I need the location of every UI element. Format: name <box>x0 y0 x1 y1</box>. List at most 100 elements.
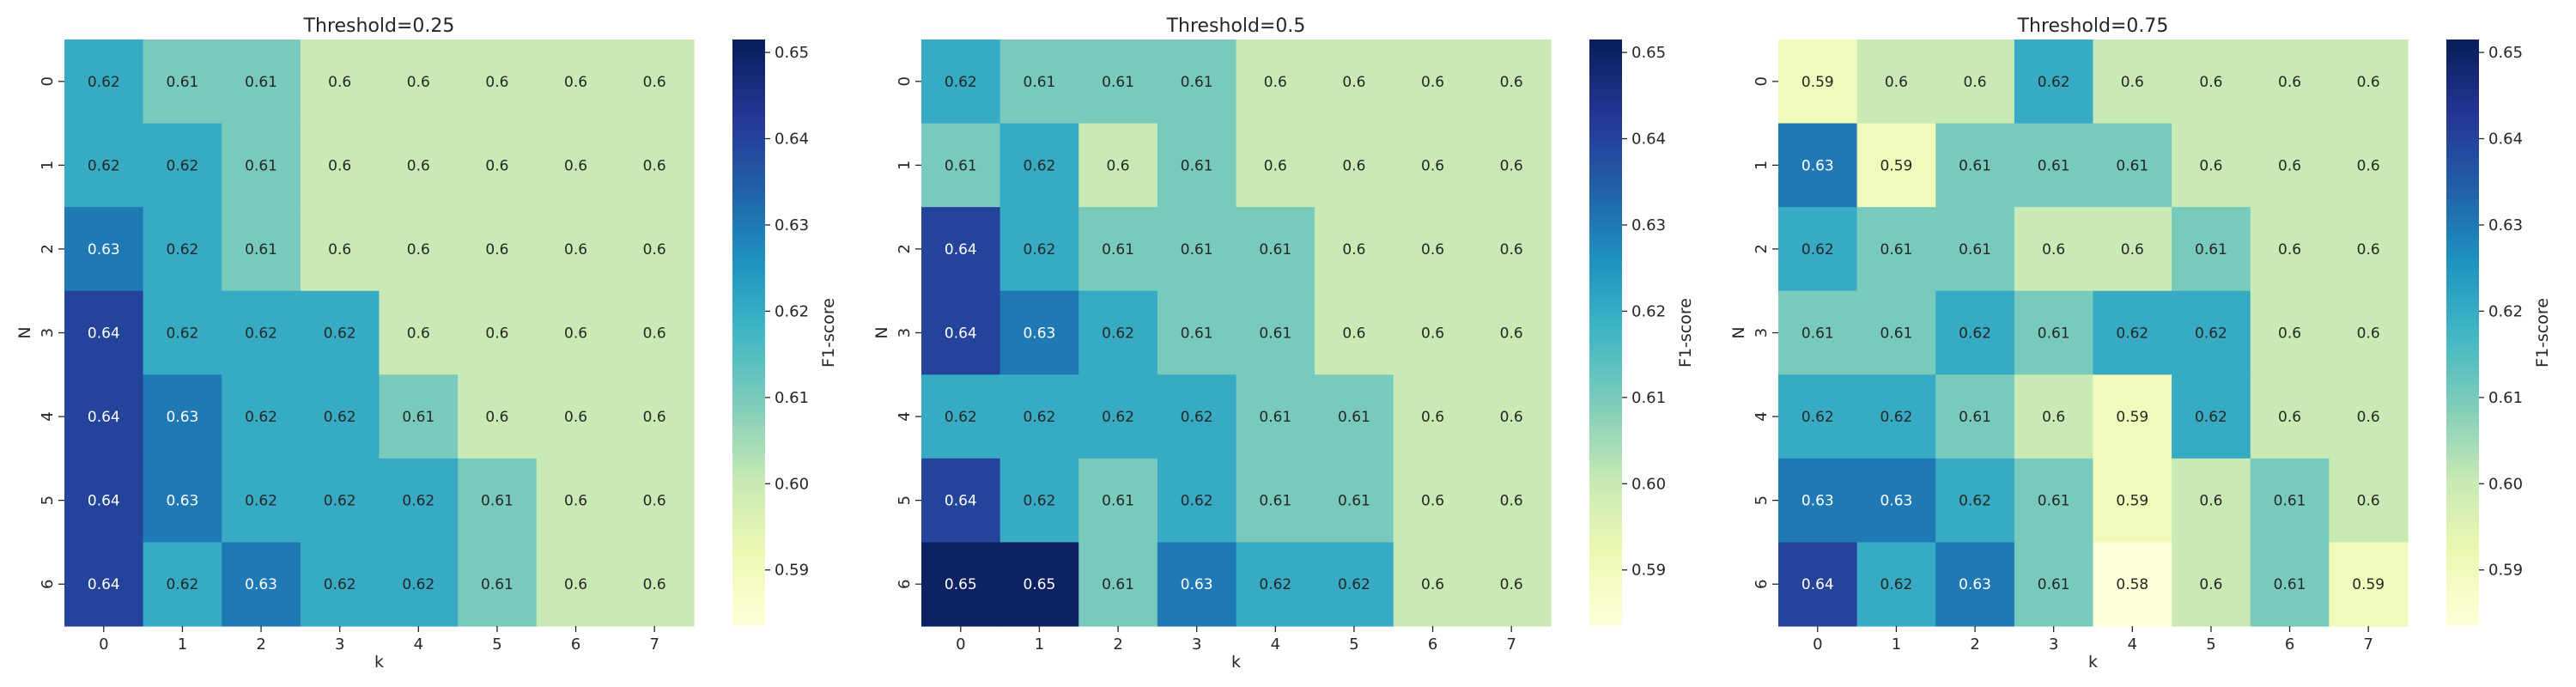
heatmap-cell <box>222 542 301 627</box>
cell-value-label: 0.61 <box>245 74 277 91</box>
x-tick-label: 2 <box>1970 635 1979 654</box>
heatmap-cell <box>1236 123 1315 208</box>
colorbar-tick-label: 0.59 <box>2488 562 2523 580</box>
heatmap-cell <box>379 542 459 627</box>
cell-value-label: 0.61 <box>402 409 434 426</box>
colorbar <box>732 40 765 626</box>
colorbar-tick-label: 0.59 <box>1631 562 1666 580</box>
cell-value-label: 0.6 <box>564 325 587 343</box>
heatmap-cell <box>300 40 380 125</box>
heatmap-cell <box>999 290 1079 375</box>
cell-value-label: 0.63 <box>1181 576 1213 593</box>
heatmap-panel-1: 0.62 0.61 0.61 0.61 0.6 0.6 0.6 0.60.61 0.62 0.6 0… <box>872 15 1695 672</box>
heatmap-cell <box>1856 458 1936 544</box>
colorbar-tick-label: 0.61 <box>2488 389 2523 407</box>
cell-value-label: 0.6 <box>1264 157 1287 174</box>
cell-value-label: 0.6 <box>1500 157 1523 174</box>
heatmap-cell <box>1472 123 1552 208</box>
heatmap-cell <box>536 542 616 627</box>
cell-value-label: 0.59 <box>2116 493 2148 510</box>
heatmap-cell <box>1856 374 1936 459</box>
cell-value-label: 0.6 <box>2278 409 2301 426</box>
heatmap-cell <box>615 374 695 459</box>
heatmap-cell <box>2093 40 2172 125</box>
heatmap-cell <box>1935 123 2015 208</box>
cell-value-label: 0.6 <box>643 157 666 174</box>
heatmap-cell <box>143 207 222 292</box>
heatmap-cell <box>2250 542 2330 627</box>
heatmap-cell <box>1236 290 1315 375</box>
cell-value-label: 0.62 <box>167 157 199 174</box>
heatmap-cell <box>615 207 695 292</box>
cell-value-label: 0.62 <box>1801 409 1834 426</box>
y-axis-label: N <box>15 326 34 338</box>
cell-value-label: 0.6 <box>2042 409 2065 426</box>
heatmap-cell <box>2250 290 2330 375</box>
heatmap-cell <box>458 458 538 544</box>
cell-value-label: 0.64 <box>88 493 120 510</box>
cell-value-label: 0.6 <box>407 241 430 258</box>
heatmap-cell <box>615 40 695 125</box>
heatmap-cell <box>1778 542 1858 627</box>
heatmap-cell <box>2172 542 2251 627</box>
cell-value-label: 0.63 <box>167 409 199 426</box>
cell-value-label: 0.6 <box>2121 74 2144 91</box>
heatmap-cell <box>615 542 695 627</box>
cell-value-label: 0.62 <box>1259 576 1291 593</box>
cell-value-label: 0.6 <box>1500 241 1523 258</box>
heatmap-cell <box>379 207 459 292</box>
heatmap-cell <box>1472 542 1552 627</box>
heatmap-cell <box>2093 290 2172 375</box>
heatmap-cell <box>2329 458 2409 544</box>
heatmap-cell <box>1472 40 1552 125</box>
cell-value-label: 0.61 <box>167 74 199 91</box>
heatmap-cell <box>458 290 538 375</box>
x-tick-label: 0 <box>99 635 108 654</box>
cell-value-label: 0.6 <box>328 157 351 174</box>
heatmap-cell <box>64 374 144 459</box>
cell-value-label: 0.6 <box>407 325 430 343</box>
heatmap-cell <box>921 123 1001 208</box>
cell-value-label: 0.59 <box>1801 74 1834 91</box>
cell-value-label: 0.61 <box>1880 325 1913 343</box>
cell-value-label: 0.6 <box>485 325 508 343</box>
cell-value-label: 0.6 <box>1421 409 1444 426</box>
colorbar-tick-label: 0.62 <box>775 302 809 320</box>
cell-value-label: 0.61 <box>2038 157 2070 174</box>
cell-value-label: 0.61 <box>245 241 277 258</box>
y-tick-label: 5 <box>1753 495 1771 505</box>
cell-value-label: 0.6 <box>2357 325 2380 343</box>
cell-value-label: 0.6 <box>1500 409 1523 426</box>
heatmap-cell <box>1935 542 2015 627</box>
cell-value-label: 0.61 <box>1959 409 1991 426</box>
heatmap-cell <box>536 290 616 375</box>
x-tick-label: 0 <box>1813 635 1822 654</box>
y-tick-label: 1 <box>896 161 914 170</box>
heatmap-cell <box>921 207 1001 292</box>
cell-value-label: 0.61 <box>1259 409 1291 426</box>
y-tick-label: 4 <box>896 411 914 421</box>
cell-value-label: 0.6 <box>643 576 666 593</box>
heatmap-cell <box>1393 207 1473 292</box>
heatmap-cell <box>1315 290 1394 375</box>
cell-value-label: 0.62 <box>324 409 356 426</box>
heatmap-cell <box>536 123 616 208</box>
heatmap-cell <box>2014 542 2094 627</box>
x-tick-label: 7 <box>1506 635 1516 654</box>
heatmap-cell <box>2329 542 2409 627</box>
y-tick-label: 1 <box>1753 161 1771 170</box>
heatmap-cell <box>999 458 1079 544</box>
cell-value-label: 0.59 <box>2116 409 2148 426</box>
colorbar-tick-label: 0.62 <box>2488 302 2523 320</box>
x-axis-label: k <box>1231 653 1241 672</box>
heatmap-cell <box>1078 374 1158 459</box>
cell-value-label: 0.6 <box>643 409 666 426</box>
cell-value-label: 0.6 <box>1421 74 1444 91</box>
x-tick-label: 6 <box>1428 635 1437 654</box>
cell-value-label: 0.6 <box>564 74 587 91</box>
cell-value-label: 0.6 <box>2357 74 2380 91</box>
x-tick-label: 4 <box>2128 635 2137 654</box>
heatmap-cell <box>1157 123 1237 208</box>
colorbar-label: F1-score <box>819 298 838 368</box>
heatmap-cell <box>1856 207 1936 292</box>
